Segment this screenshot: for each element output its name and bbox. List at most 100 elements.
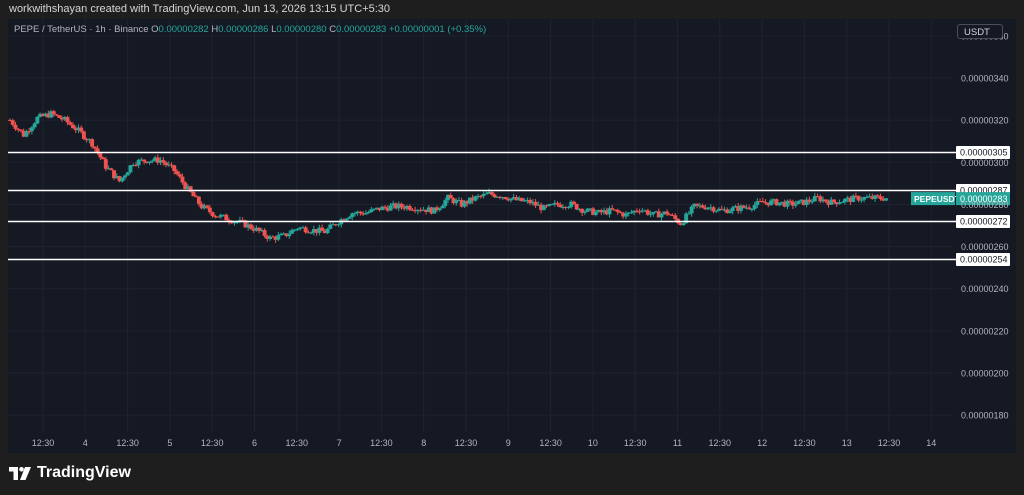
candle-body	[558, 204, 563, 208]
candle-body	[402, 207, 407, 209]
candle-body	[169, 164, 174, 166]
candle-body	[10, 120, 15, 125]
candle-body	[248, 224, 253, 229]
candle-body	[686, 213, 691, 215]
last-price-label: 0.00000283	[960, 194, 1008, 204]
candle-body	[216, 216, 220, 218]
candle-body	[350, 213, 355, 218]
candle-body	[864, 197, 869, 199]
candle-body	[191, 191, 196, 197]
candle-body	[410, 209, 415, 211]
candle-body	[821, 199, 825, 202]
candle-body	[404, 205, 409, 209]
candle-body	[394, 203, 398, 209]
level-label: 0.00000254	[960, 255, 1008, 265]
currency-badge[interactable]: USDT	[957, 24, 1003, 39]
time-tick-label: 12:30	[201, 438, 224, 448]
candle-body	[268, 236, 273, 239]
candle-body	[194, 196, 199, 198]
time-tick-label: 12:30	[286, 438, 309, 448]
candle-body	[311, 228, 316, 233]
candle-body	[467, 197, 472, 204]
candle-body	[799, 199, 804, 201]
candle-body	[399, 203, 404, 208]
candle-body	[654, 211, 658, 213]
candle-body	[133, 164, 138, 166]
high-value: 0.00000286	[218, 24, 269, 35]
candle-body	[457, 200, 461, 202]
candle-body	[142, 159, 147, 162]
candle-body	[87, 139, 92, 141]
candle-body	[700, 205, 705, 208]
candle-body	[180, 176, 185, 183]
candle-body	[602, 210, 606, 213]
price-tick-label: 0.00000240	[961, 284, 1009, 294]
candle-body	[73, 128, 78, 131]
candle-body	[188, 186, 193, 192]
time-tick-label: 14	[926, 438, 936, 448]
candle-body	[615, 209, 620, 212]
candle-body	[837, 202, 842, 205]
tradingview-brand[interactable]: TradingView	[9, 464, 131, 482]
symbol-legend: PEPE / TetherUS · 1h · Binance O0.000002…	[14, 24, 487, 35]
candle-body	[98, 152, 103, 158]
candle-body	[591, 208, 596, 215]
candle-body	[777, 202, 782, 206]
candle-body	[90, 139, 95, 147]
candle-body	[210, 212, 215, 217]
candle-body	[43, 113, 48, 117]
candle-body	[785, 200, 790, 207]
candle-body	[229, 221, 234, 224]
attribution-bar: workwithshayan created with TradingView.…	[0, 0, 1024, 19]
candle-body	[418, 209, 423, 211]
candle-body	[706, 207, 711, 210]
candle-body	[500, 197, 505, 199]
candle-body	[714, 210, 719, 212]
candle-body	[643, 210, 648, 212]
candle-body	[747, 207, 752, 209]
candle-body	[372, 208, 377, 210]
time-tick-label: 11	[673, 438, 682, 448]
time-axis[interactable]: 12:30 4 12:30 5 12:30 6 12:30 7 12:30 8 12:30 9 12:3…	[32, 438, 937, 448]
candle-body	[859, 199, 864, 201]
candle-body	[796, 200, 801, 205]
candle-body	[19, 129, 23, 131]
candle-body	[347, 217, 352, 219]
candle-body	[851, 195, 856, 203]
candle-body	[276, 235, 281, 240]
candle-body	[708, 207, 713, 209]
attribution-text: workwithshayan created with TradingView.…	[9, 3, 391, 15]
close-value: 0.00000283	[336, 24, 387, 35]
candle-body	[585, 208, 590, 212]
candle-body	[246, 224, 251, 228]
candle-body	[172, 165, 177, 172]
candle-body	[300, 227, 305, 229]
candle-body	[651, 212, 656, 214]
candle-body	[270, 236, 275, 238]
candle-body	[322, 230, 327, 234]
time-tick-label: 10	[588, 438, 598, 448]
candle-body	[648, 213, 653, 215]
symbol-title: PEPE / TetherUS · 1h · Binance	[14, 24, 149, 35]
price-tick-label: 0.00000220	[961, 326, 1009, 336]
horizontal-levels[interactable]: 0.00000305 0.00000287 0.00000272 0.00000254…	[8, 146, 1010, 266]
candles	[8, 109, 888, 243]
level-label: 0.00000287	[960, 186, 1008, 196]
candle-body	[314, 228, 319, 233]
candle-body	[511, 197, 516, 199]
time-tick-label: 12:30	[370, 438, 393, 448]
candle-body	[517, 197, 522, 201]
chart-panel[interactable]	[8, 19, 1016, 453]
candle-body	[489, 191, 494, 195]
candle-body	[604, 210, 609, 215]
candle-body	[823, 199, 828, 202]
candle-body	[832, 199, 836, 203]
symbol-price-tag-label: PEPEUSDT	[914, 194, 961, 204]
candle-body	[574, 203, 579, 210]
candle-body	[769, 200, 773, 206]
candle-body	[185, 186, 190, 189]
candle-body	[391, 203, 396, 206]
candle-body	[158, 160, 163, 163]
candle-body	[35, 116, 40, 124]
